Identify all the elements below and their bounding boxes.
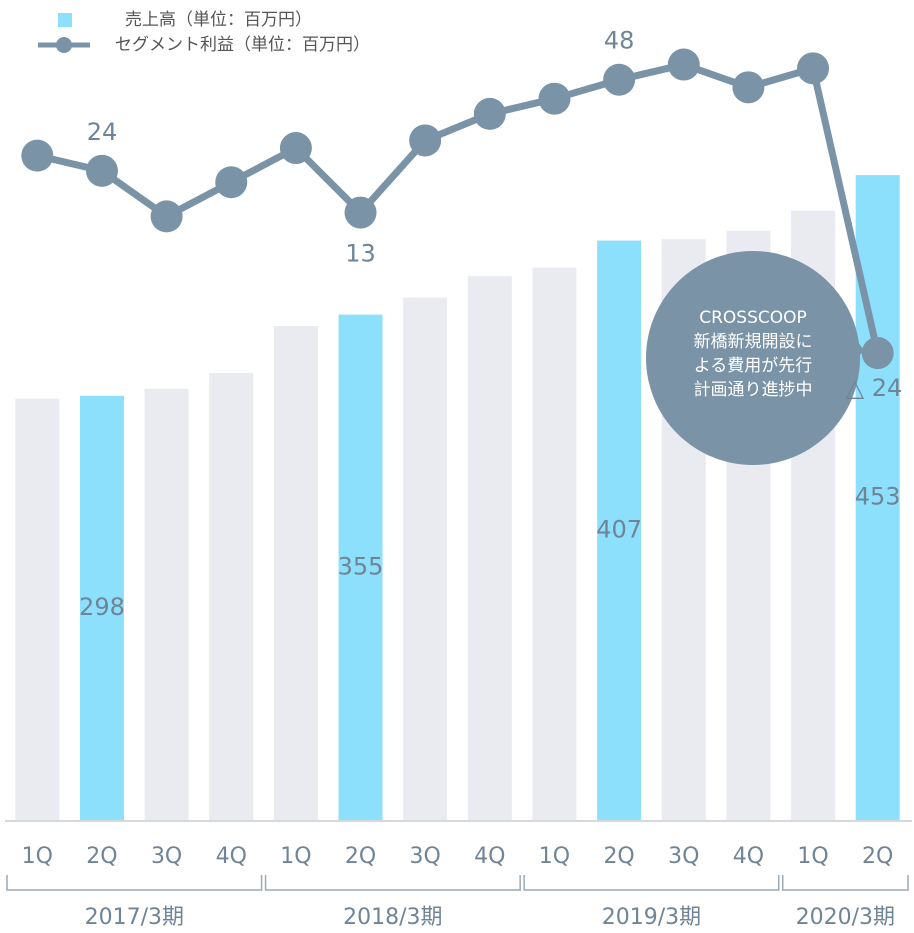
bar bbox=[15, 398, 60, 820]
x-tick-label: 3Q bbox=[410, 844, 441, 869]
x-tick-label: 2Q bbox=[862, 844, 893, 869]
bar-value-label: 453 bbox=[855, 483, 901, 511]
line-marker bbox=[344, 196, 377, 229]
bar bbox=[144, 388, 189, 820]
bar-value-label: 355 bbox=[338, 552, 384, 580]
bar-value-label: 298 bbox=[79, 593, 125, 621]
x-tick-label: 2Q bbox=[345, 844, 376, 869]
bar bbox=[273, 326, 318, 820]
x-tick-label: 3Q bbox=[668, 844, 699, 869]
x-tick-label: 1Q bbox=[280, 844, 311, 869]
legend-label: 売上高（単位：百万円） bbox=[125, 10, 312, 30]
line-marker bbox=[473, 97, 506, 130]
group-bracket bbox=[523, 875, 780, 891]
callout bbox=[646, 251, 860, 465]
annotation-text: 新橋新規開設に bbox=[694, 332, 813, 352]
x-tick-label: 3Q bbox=[151, 844, 182, 869]
line-marker bbox=[667, 48, 700, 81]
line-marker bbox=[150, 200, 183, 233]
line-marker bbox=[215, 166, 248, 199]
bar bbox=[467, 276, 512, 820]
x-tick-label: 1Q bbox=[22, 844, 53, 869]
x-tick-label: 1Q bbox=[797, 844, 828, 869]
group-bracket bbox=[264, 875, 521, 891]
x-tick-label: 4Q bbox=[733, 844, 764, 869]
group-bracket bbox=[6, 875, 263, 891]
legend-label: セグメント利益（単位：百万円） bbox=[115, 35, 370, 55]
bar bbox=[532, 267, 577, 820]
group-label: 2020/3期 bbox=[796, 905, 895, 930]
x-tick-label: 2Q bbox=[86, 844, 117, 869]
group-bracket bbox=[781, 875, 909, 891]
line-marker bbox=[85, 154, 118, 187]
bar bbox=[403, 297, 448, 820]
group-label: 2017/3期 bbox=[85, 905, 184, 930]
x-tick-label: 4Q bbox=[216, 844, 247, 869]
bar-value-label: 407 bbox=[596, 515, 642, 543]
line-value-label: △ 24 bbox=[846, 374, 903, 402]
bar bbox=[338, 314, 383, 820]
group-label: 2019/3期 bbox=[602, 905, 701, 930]
legend-swatch bbox=[58, 13, 72, 27]
line-value-label: 48 bbox=[604, 27, 635, 55]
x-tick-label: 2Q bbox=[603, 844, 634, 869]
annotation-text: 計画通り進捗中 bbox=[694, 380, 813, 400]
annotation-text: よる費用が先行 bbox=[694, 356, 813, 376]
line-marker bbox=[21, 139, 54, 172]
annotation-text: CROSSCOOP bbox=[699, 308, 807, 328]
line-value-label: 13 bbox=[345, 240, 376, 268]
legend-marker bbox=[56, 37, 72, 53]
bar bbox=[597, 240, 642, 820]
bar bbox=[209, 372, 254, 820]
line-marker bbox=[732, 71, 765, 104]
x-tick-label: 4Q bbox=[474, 844, 505, 869]
x-tick-label: 1Q bbox=[539, 844, 570, 869]
group-label: 2018/3期 bbox=[343, 905, 442, 930]
line-value-label: 24 bbox=[87, 118, 118, 146]
line-marker bbox=[603, 63, 636, 96]
line-marker bbox=[797, 52, 830, 85]
bar bbox=[79, 395, 124, 820]
line-marker bbox=[538, 82, 571, 115]
line-marker bbox=[861, 337, 894, 370]
line-marker bbox=[409, 124, 442, 157]
line-marker bbox=[279, 132, 312, 165]
